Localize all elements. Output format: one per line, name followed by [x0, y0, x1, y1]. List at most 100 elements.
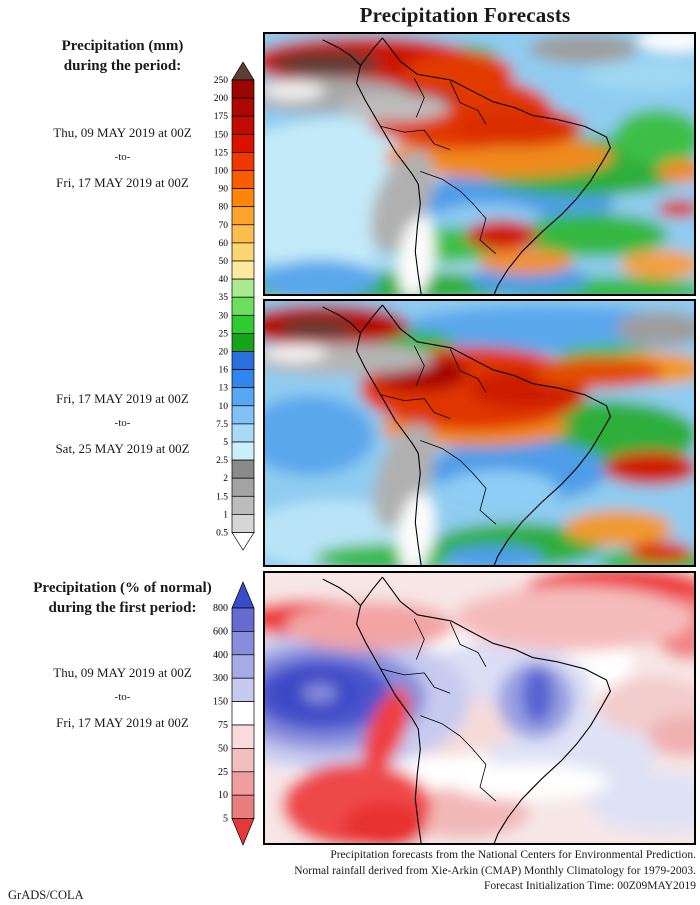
- colorbar-label: 50: [218, 743, 228, 754]
- colorbar-segment: [231, 369, 255, 389]
- colorbar-label: 30: [219, 311, 229, 321]
- colorbar-segment: [231, 278, 255, 298]
- panel3-date-from: Thu, 09 MAY 2019 at 00Z: [53, 665, 192, 680]
- colorbar-label: 5: [223, 438, 228, 448]
- colorbar-label: 10: [219, 402, 229, 412]
- colorbar-segment: [231, 260, 255, 280]
- colorbar-label: 10: [218, 790, 228, 801]
- colorbar-label: 400: [213, 650, 228, 661]
- colorbar-segment: [231, 631, 255, 656]
- panel3-date-to: Fri, 17 MAY 2019 at 00Z: [56, 715, 189, 730]
- percent-normal-field: [265, 573, 694, 843]
- colorbar-segment: [231, 701, 255, 726]
- panel3-heading-line1: Precipitation (% of normal): [33, 580, 212, 596]
- colorbar-label: 70: [219, 221, 229, 231]
- panel2-date-from: Fri, 17 MAY 2019 at 00Z: [56, 391, 189, 406]
- colorbar-mm: 2502001751501251009080706050403530252016…: [214, 61, 255, 551]
- colorbar-segment: [231, 333, 255, 352]
- colorbar-segment: [231, 97, 255, 117]
- colorbar-label: 0.5: [216, 529, 228, 539]
- colorbar-segment: [231, 794, 255, 819]
- footer-line3: Forecast Initialization Time: 00Z09MAY20…: [484, 880, 696, 892]
- colorbar-label: 175: [214, 112, 229, 122]
- colorbar-label: 7.5: [216, 420, 228, 430]
- colorbar-segment: [231, 459, 255, 479]
- colorbar-segment: [231, 242, 255, 262]
- colorbar-segment: [231, 441, 255, 461]
- colorbar-label: 75: [218, 720, 228, 731]
- panel3-date-separator: -to-: [114, 691, 131, 703]
- colorbar-label: 40: [219, 275, 229, 285]
- precip-map-second-period-image: [265, 301, 694, 565]
- panel3-heading: Precipitation (% of normal) during the f…: [10, 578, 235, 618]
- colorbar-label: 300: [213, 673, 228, 684]
- panel1-heading-line1: Precipitation (mm): [61, 38, 184, 54]
- grads-cola-credit: GrADS/COLA: [8, 888, 84, 902]
- colorbar-segment: [231, 607, 255, 632]
- colorbar-segment: [231, 152, 255, 171]
- colorbar-label: 2.5: [216, 456, 228, 466]
- colorbar-segment: [231, 514, 255, 533]
- colorbar-label: 13: [219, 384, 229, 394]
- colorbar-label: 60: [219, 239, 229, 249]
- colorbar-label: 2: [223, 474, 228, 484]
- colorbar-label: 50: [219, 257, 229, 267]
- colorbar-segment: [231, 206, 255, 226]
- colorbar-label: 800: [213, 603, 228, 614]
- colorbar-label: 90: [219, 185, 229, 195]
- south-america-coastline: [322, 37, 611, 294]
- colorbar-label: 1.5: [216, 492, 228, 502]
- footer-line2: Normal rainfall derived from Xie-Arkin (…: [294, 864, 696, 877]
- colorbar-label: 150: [214, 130, 229, 140]
- panel1-heading: Precipitation (mm) during the period:: [10, 36, 235, 76]
- panel1-period: Thu, 09 MAY 2019 at 00Z -to- Fri, 17 MAY…: [10, 126, 235, 189]
- footer-line1: Precipitation forecasts from the Nationa…: [330, 849, 696, 861]
- colorbar-segment: [231, 654, 255, 679]
- colorbar-label: 16: [219, 366, 229, 376]
- panel2-date-separator: -to-: [114, 417, 131, 429]
- colorbar-segment: [231, 495, 255, 515]
- colorbar-label: 35: [219, 293, 229, 303]
- colorbar-segment: [231, 748, 255, 773]
- south-america-coastline: [322, 304, 611, 565]
- colorbar-arrow-up-icon: [231, 61, 255, 81]
- colorbar-segment: [231, 724, 255, 749]
- colorbar-label: 5: [223, 814, 228, 825]
- colorbar-segment: [231, 133, 255, 153]
- colorbar-segment: [231, 224, 255, 244]
- panel1-heading-line2: during the period:: [63, 58, 182, 74]
- colorbar-segment: [231, 296, 255, 316]
- map-panel-second-period: [263, 299, 696, 567]
- colorbar-label: 20: [219, 348, 229, 358]
- colorbar-percent-normal: 800 600 400 300 150 75 50 25 10 5: [213, 581, 255, 846]
- colorbar-segment: [231, 677, 255, 702]
- precip-field-1: [265, 34, 694, 294]
- precip-map-first-period-image: [265, 34, 694, 294]
- page-title: Precipitation Forecasts: [359, 3, 571, 27]
- south-america-coastline: [322, 576, 611, 843]
- colorbar-segment: [231, 387, 255, 407]
- percent-normal-map-image: [265, 573, 694, 843]
- colorbar-label: 200: [214, 94, 229, 104]
- colorbar-label: 150: [213, 697, 228, 708]
- colorbar-label: 1: [223, 510, 228, 520]
- colorbar-arrow-up-icon: [231, 581, 255, 609]
- colorbar-label: 100: [214, 167, 229, 177]
- colorbar-label: 250: [214, 76, 229, 86]
- colorbar-segment: [231, 188, 255, 208]
- colorbar-segment: [231, 771, 255, 796]
- panel1-date-from: Thu, 09 MAY 2019 at 00Z: [53, 125, 192, 140]
- colorbar-segment: [231, 351, 255, 370]
- precip-field-2: [265, 301, 694, 565]
- panel3-heading-line2: during the first period:: [48, 600, 197, 616]
- colorbar-segment: [231, 79, 255, 99]
- colorbar-label: 600: [213, 626, 228, 637]
- colorbar-segment: [231, 314, 255, 334]
- colorbar-label: 125: [214, 148, 229, 158]
- colorbar-arrow-down-icon: [231, 818, 255, 846]
- panel2-period: Fri, 17 MAY 2019 at 00Z -to- Sat, 25 MAY…: [10, 392, 235, 455]
- panel1-date-to: Fri, 17 MAY 2019 at 00Z: [56, 175, 189, 190]
- colorbar-segment: [231, 405, 255, 425]
- panel2-date-to: Sat, 25 MAY 2019 at 00Z: [55, 441, 190, 456]
